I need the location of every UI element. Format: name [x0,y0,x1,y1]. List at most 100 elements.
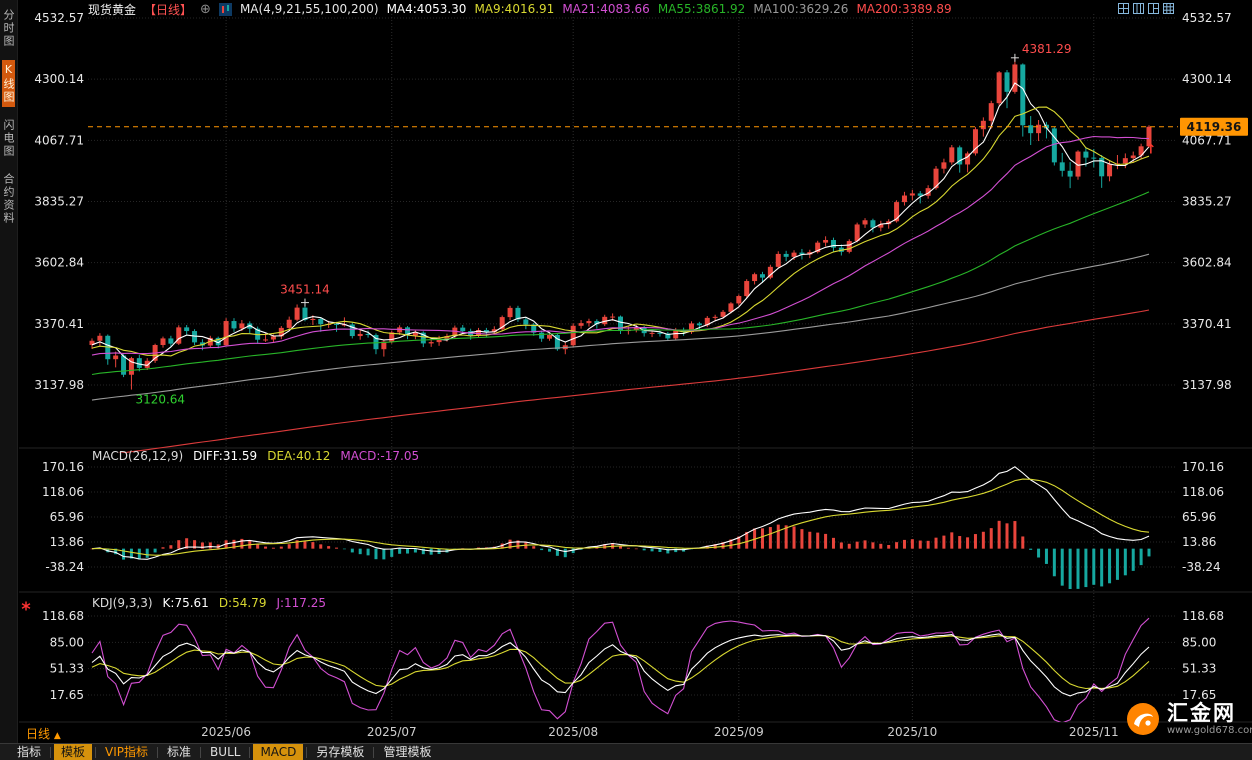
toolbar-item-standard[interactable]: 标准 [167,745,192,759]
gold678-logo-icon [1127,703,1159,735]
svg-text:17.65: 17.65 [1182,688,1216,702]
chevron-up-icon: ▲ [53,731,61,741]
ma21-value: MA21:4083.66 [562,2,650,16]
period-selector[interactable]: 日线 ▲ [26,725,61,742]
bottom-toolbar: 指标 模板 VIP指标 标准 BULL MACD 另存模板 管理模板 [0,743,1252,760]
kdj-header: KDJ(9,3,3) K:75.61 D:54.79 J:117.25 [92,596,326,610]
svg-text:4300.14: 4300.14 [1182,72,1232,86]
svg-text:118.68: 118.68 [1182,609,1224,623]
svg-text:4119.36: 4119.36 [1187,120,1242,134]
kdj-j-value: J:117.25 [276,596,327,610]
kline-icon[interactable] [218,2,232,16]
macd-header: MACD(26,12,9) DIFF:31.59 DEA:40.12 MACD:… [92,449,419,463]
divider [95,746,97,758]
chart-header: 现货黄金 【日线】 ⊕ MA(4,9,21,55,100,200) MA4:40… [88,1,952,17]
layout-split-icon[interactable] [1148,3,1159,14]
svg-text:4532.57: 4532.57 [34,11,84,25]
period-selector-label: 日线 [26,727,51,741]
toolbar-item-vip-indicators[interactable]: VIP指标 [105,745,149,759]
svg-text:3835.27: 3835.27 [1182,195,1232,209]
add-icon[interactable]: ⊕ [200,1,211,17]
svg-text:3137.98: 3137.98 [1182,378,1232,392]
macd-title[interactable]: MACD(26,12,9) [92,449,184,463]
svg-text:2025/09: 2025/09 [714,725,764,739]
divider [373,746,375,758]
divider [200,746,202,758]
svg-text:51.33: 51.33 [50,662,84,676]
toolbar-item-bull[interactable]: BULL [210,745,241,759]
kdj-d-value: D:54.79 [218,596,267,610]
svg-text:4067.71: 4067.71 [34,133,84,147]
logo-url: www.gold678.com [1167,724,1252,736]
toolbar-item-macd[interactable]: MACD [253,744,304,760]
svg-text:4381.29: 4381.29 [1022,42,1072,56]
sidebar-item-lightning-chart[interactable]: 闪电图 [2,119,15,158]
svg-text:3835.27: 3835.27 [34,195,84,209]
indicator-marker-icon[interactable] [21,596,31,615]
ma200-value: MA200:3389.89 [856,2,952,16]
svg-text:2025/11: 2025/11 [1069,725,1119,739]
sidebar-item-time-chart[interactable]: 分时图 [2,9,15,48]
period-tag: 【日线】 [144,2,193,17]
svg-text:3120.64: 3120.64 [135,393,185,407]
svg-text:65.96: 65.96 [1182,510,1216,524]
ma-settings-label: MA(4,9,21,55,100,200) [239,2,379,16]
svg-text:3370.41: 3370.41 [1182,317,1232,331]
macd-dea-value: DEA:40.12 [267,449,331,463]
toolbar-item-templates[interactable]: 模板 [54,744,93,760]
divider [157,746,159,758]
svg-text:13.86: 13.86 [50,535,84,549]
divider [249,746,251,758]
svg-text:-38.24: -38.24 [45,560,84,574]
layout-buttons [1118,3,1174,14]
svg-text:85.00: 85.00 [1182,635,1216,649]
svg-text:2025/07: 2025/07 [367,725,417,739]
current-price-tag [1180,117,1248,136]
macd-macd-value: MACD:-17.05 [340,449,420,463]
svg-text:3137.98: 3137.98 [34,378,84,392]
svg-text:118.68: 118.68 [42,609,84,623]
svg-text:13.86: 13.86 [1182,535,1216,549]
kdj-title[interactable]: KDJ(9,3,3) [92,596,153,610]
svg-text:3602.84: 3602.84 [1182,256,1232,270]
sidebar-item-kline-chart[interactable]: K线图 [2,60,15,107]
svg-text:17.65: 17.65 [50,688,84,702]
toolbar-item-indicators[interactable]: 指标 [17,745,42,759]
ma4-value: MA4:4053.30 [386,2,467,16]
svg-text:85.00: 85.00 [50,635,84,649]
svg-text:2025/06: 2025/06 [201,725,251,739]
svg-text:2025/10: 2025/10 [887,725,937,739]
kdj-k-value: K:75.61 [162,596,209,610]
left-sidebar: 分时图 K线图 闪电图 合约资料 [0,0,18,760]
ma55-value: MA55:3861.92 [657,2,746,16]
ma100-value: MA100:3629.26 [753,2,849,16]
logo-name: 汇金网 [1167,700,1236,725]
svg-text:2025/08: 2025/08 [548,725,598,739]
svg-text:-38.24: -38.24 [1182,560,1221,574]
svg-text:118.06: 118.06 [1182,485,1224,499]
divider [50,746,52,758]
macd-diff-value: DIFF:31.59 [193,449,258,463]
layout-quad-icon[interactable] [1118,3,1129,14]
toolbar-item-save-template[interactable]: 另存模板 [316,745,365,759]
svg-text:51.33: 51.33 [1182,662,1216,676]
svg-text:↑: ↑ [1146,143,1157,158]
symbol-name[interactable]: 现货黄金 [88,2,137,17]
layout-grid-icon[interactable] [1163,3,1174,14]
svg-text:118.06: 118.06 [42,485,84,499]
svg-text:3370.41: 3370.41 [34,317,84,331]
svg-text:4067.71: 4067.71 [1182,133,1232,147]
svg-text:65.96: 65.96 [50,510,84,524]
svg-text:170.16: 170.16 [1182,460,1224,474]
site-logo[interactable]: 汇金网 www.gold678.com [1126,702,1252,736]
svg-text:3451.14: 3451.14 [280,283,330,297]
sidebar-item-contract-info[interactable]: 合约资料 [2,173,15,225]
svg-text:3602.84: 3602.84 [34,256,84,270]
layout-columns-icon[interactable] [1133,3,1144,14]
toolbar-item-manage-templates[interactable]: 管理模板 [383,745,432,759]
divider [306,746,308,758]
ma9-value: MA9:4016.91 [474,2,555,16]
svg-text:170.16: 170.16 [42,460,84,474]
